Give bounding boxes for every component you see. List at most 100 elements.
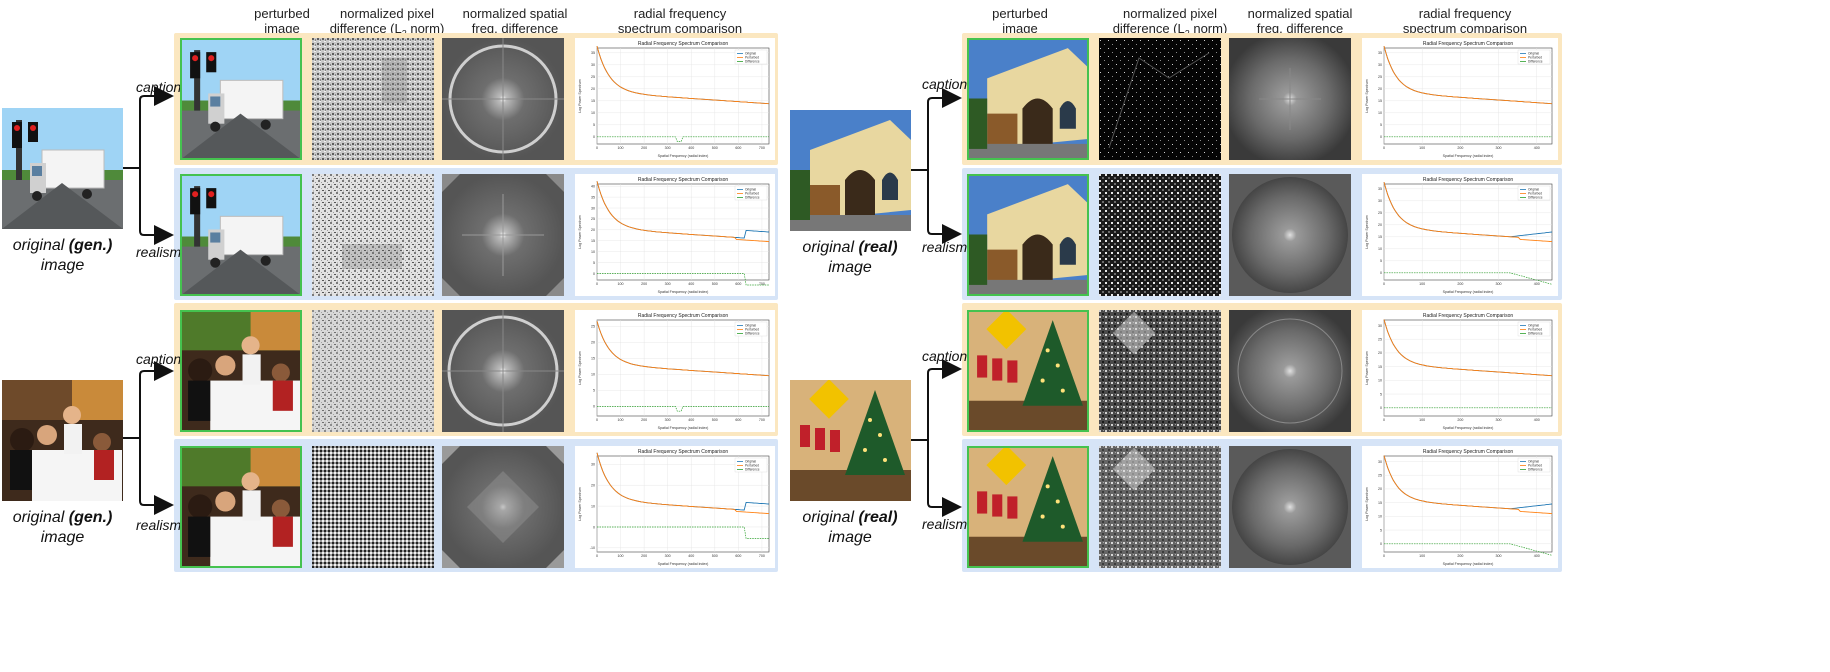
series-perturbed-line (1383, 45, 1553, 105)
series-difference-line (597, 136, 769, 142)
y-axis-label: Log Power Spectrum (1365, 487, 1369, 521)
y-tick-label: 30 (1378, 460, 1382, 464)
original-truck-image (2, 108, 123, 229)
series-difference-line (597, 526, 769, 539)
y-tick-label: 35 (591, 51, 595, 55)
label-line: original (gen.) (0, 508, 125, 528)
label-text: original (12, 509, 69, 526)
y-tick-label: 25 (1378, 338, 1382, 342)
legend-label: Perturbed (1528, 464, 1542, 468)
y-tick-label: 5 (593, 389, 595, 393)
header-text: radial frequency (633, 6, 727, 21)
chart-title: Radial Frequency Spectrum Comparison (638, 41, 729, 47)
y-tick-label: 0 (593, 405, 595, 409)
perturbed-christmas-caption (967, 310, 1089, 432)
x-tick-label: 400 (1534, 146, 1540, 150)
x-tick-label: 400 (688, 418, 694, 422)
y-tick-label: 30 (591, 206, 595, 210)
label-bold: (gen.) (68, 237, 113, 254)
y-tick-label: 15 (1378, 99, 1382, 103)
x-axis-label: Spatial Frequency (radial index) (658, 426, 709, 430)
header-text: image (1002, 21, 1038, 36)
arrow-realism (139, 438, 174, 515)
header-text: normalized spatial (462, 6, 568, 21)
series-perturbed-line (596, 452, 770, 515)
x-tick-label: 400 (1534, 418, 1540, 422)
header-text: spectrum comparison (617, 21, 743, 36)
x-tick-label: 600 (735, 554, 741, 558)
y-tick-label: 10 (1378, 379, 1382, 383)
radial-chart-6: Radial Frequency Spectrum Comparison 0 100… (1362, 174, 1558, 296)
caption-label: caption (136, 351, 182, 367)
y-tick-label: -10 (590, 546, 595, 550)
x-tick-label: 200 (1457, 282, 1463, 286)
y-tick-label: 5 (1380, 528, 1382, 532)
x-tick-label: 400 (688, 282, 694, 286)
header-pixel-diff-left: normalized pixel difference (L2 norm) (312, 6, 462, 42)
y-tick-label: 10 (1378, 515, 1382, 519)
header-text: image (264, 21, 300, 36)
header-text: normalized pixel (340, 6, 434, 21)
chart-title: Radial Frequency Spectrum Comparison (1423, 313, 1514, 319)
y-axis-label: Log Power Spectrum (578, 351, 582, 385)
x-tick-label: 300 (665, 418, 671, 422)
y-tick-label: 10 (591, 504, 595, 508)
legend-label: Difference (1528, 468, 1543, 472)
perturbed-restaurant-caption (180, 310, 302, 432)
x-axis-label: Spatial Frequency (radial index) (1443, 290, 1494, 294)
pixel-diff-6 (1099, 174, 1221, 296)
label-line: original (real) (785, 508, 915, 528)
x-tick-label: 300 (665, 282, 671, 286)
x-tick-label: 300 (1496, 418, 1502, 422)
x-tick-label: 0 (596, 554, 598, 558)
header-perturbed-right: perturbed image (960, 6, 1080, 36)
x-tick-label: 700 (759, 418, 765, 422)
perturbed-truck-caption (180, 38, 302, 160)
x-tick-label: 400 (688, 146, 694, 150)
y-tick-label: 15 (591, 239, 595, 243)
header-radial-left: radial frequency spectrum comparison (600, 6, 760, 36)
arrow-caption (927, 359, 962, 440)
legend-label: Original (745, 460, 756, 464)
x-axis-label: Spatial Frequency (radial index) (1443, 426, 1494, 430)
header-text: norm) (406, 21, 445, 36)
arrow-realism (139, 168, 174, 245)
header-text: radial frequency (1418, 6, 1512, 21)
x-tick-label: 0 (1383, 282, 1385, 286)
y-tick-label: 5 (593, 261, 595, 265)
legend-label: Original (1528, 188, 1539, 192)
perturbed-restaurant-realism (180, 446, 302, 568)
x-tick-label: 0 (596, 418, 598, 422)
y-tick-label: 20 (591, 484, 595, 488)
header-text: spectrum comparison (1402, 21, 1528, 36)
perturbed-house-realism (967, 174, 1089, 296)
fft-diff-1 (442, 38, 564, 160)
legend-label: Perturbed (745, 328, 759, 332)
x-tick-label: 600 (735, 282, 741, 286)
radial-chart-2: Radial Frequency Spectrum Comparison 0 100… (575, 174, 775, 296)
label-bold: (real) (858, 239, 898, 256)
label-text: original (12, 237, 69, 254)
x-tick-label: 0 (1383, 554, 1385, 558)
pixel-diff-5 (1099, 38, 1221, 160)
x-tick-label: 500 (712, 554, 718, 558)
label-text: image (828, 529, 872, 546)
label-bold: (real) (858, 509, 898, 526)
label-text: original (802, 509, 859, 526)
y-axis-label: Log Power Spectrum (578, 487, 582, 521)
header-pixel-diff-right: normalized pixel difference (L2 norm) (1095, 6, 1245, 42)
original-real-label-2: original (real) image (785, 508, 915, 548)
y-tick-label: 25 (591, 217, 595, 221)
legend-label: Original (1528, 52, 1539, 56)
x-tick-label: 300 (1496, 282, 1502, 286)
chart-title: Radial Frequency Spectrum Comparison (1423, 449, 1514, 455)
y-axis-label: Log Power Spectrum (1365, 215, 1369, 249)
fft-diff-8 (1229, 446, 1351, 568)
header-text: difference (L (329, 21, 402, 36)
x-tick-label: 300 (1496, 146, 1502, 150)
header-spatial-right: normalized spatial freq. difference (1225, 6, 1375, 36)
x-tick-label: 100 (618, 282, 624, 286)
x-tick-label: 200 (641, 418, 647, 422)
